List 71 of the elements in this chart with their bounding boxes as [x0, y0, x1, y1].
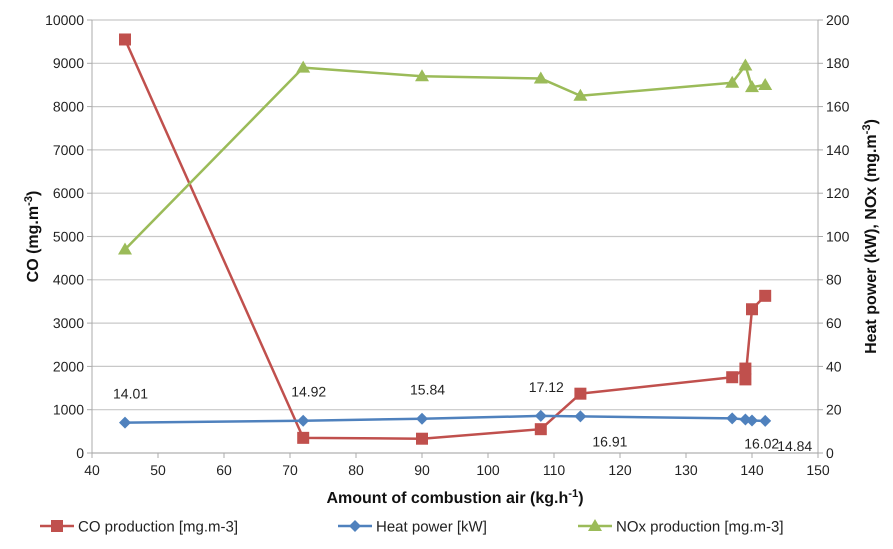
data-label: 14.01 — [113, 386, 148, 402]
x-tick-label: 60 — [216, 462, 232, 478]
y2-tick-label: 40 — [826, 358, 842, 374]
x-tick-label: 70 — [282, 462, 298, 478]
x-tick-label: 50 — [150, 462, 166, 478]
point — [574, 388, 586, 400]
data-label: 17.12 — [528, 378, 564, 395]
x-tick-label: 150 — [806, 462, 830, 478]
y-tick-label: 7000 — [52, 142, 84, 158]
point — [416, 432, 428, 445]
x-tick-label: 140 — [740, 462, 764, 478]
legend-label: Heat power [kW] — [376, 518, 487, 536]
point — [118, 242, 132, 254]
y2-tick-label: 180 — [826, 55, 850, 72]
x-tick-label: 40 — [84, 462, 100, 478]
y-tick-label: 1000 — [52, 402, 84, 418]
point — [534, 423, 547, 436]
point — [573, 88, 588, 101]
data-label: 16.02 — [744, 435, 780, 452]
y2-tick-label: 60 — [826, 315, 842, 331]
point — [739, 373, 752, 386]
point — [725, 76, 740, 88]
point — [759, 290, 772, 302]
y-tick-label: 4000 — [52, 272, 84, 288]
y2-tick-label: 80 — [826, 272, 842, 288]
point — [416, 412, 428, 425]
x-tick-label: 80 — [348, 462, 364, 478]
data-label: 16.91 — [592, 433, 628, 450]
y-tick-label: 10000 — [45, 12, 84, 28]
point — [726, 412, 738, 424]
y-tick-label: 5000 — [52, 228, 84, 244]
x-tick-label: 130 — [674, 462, 698, 478]
y2-tick-label: 200 — [826, 12, 850, 28]
point — [297, 432, 310, 444]
data-label: 14.92 — [291, 384, 326, 400]
legend-label: CO production [mg.m-3] — [78, 518, 238, 536]
y-tick-label: 2000 — [52, 358, 84, 374]
y2-tick-label: 120 — [826, 185, 850, 202]
point — [758, 78, 772, 90]
point — [415, 69, 429, 82]
point — [726, 371, 738, 384]
point — [759, 414, 772, 427]
x-tick-label: 120 — [608, 462, 632, 478]
y2-tick-label: 160 — [826, 98, 850, 114]
point — [119, 416, 131, 429]
point — [574, 410, 586, 422]
point — [739, 362, 752, 375]
x-tick-label: 100 — [476, 462, 500, 478]
x-tick-label: 110 — [542, 462, 566, 478]
point — [296, 60, 310, 73]
point — [745, 80, 759, 92]
x-tick-label: 90 — [414, 462, 430, 478]
y2-tick-label: 0 — [826, 444, 834, 461]
point — [534, 410, 547, 422]
y-tick-label: 0 — [76, 444, 84, 461]
point — [738, 58, 752, 70]
data-label: 14.84 — [777, 438, 812, 454]
point — [297, 414, 310, 427]
y2-tick-label: 20 — [826, 402, 842, 418]
y-tick-label: 3000 — [52, 315, 84, 331]
x-axis-title: Amount of combustion air (kg.h$^{-1}$) — [326, 488, 584, 507]
y2-tick-label: 100 — [826, 228, 850, 244]
point — [534, 71, 548, 84]
y-tick-label: 9000 — [52, 55, 84, 72]
legend-label: NOx production [mg.m-3] — [616, 518, 784, 536]
y-tick-label: 8000 — [52, 98, 84, 114]
data-label: 15.84 — [410, 382, 446, 398]
y-tick-label: 6000 — [52, 185, 84, 202]
point — [746, 303, 758, 316]
point — [119, 33, 131, 46]
y2-tick-label: 140 — [826, 142, 850, 158]
